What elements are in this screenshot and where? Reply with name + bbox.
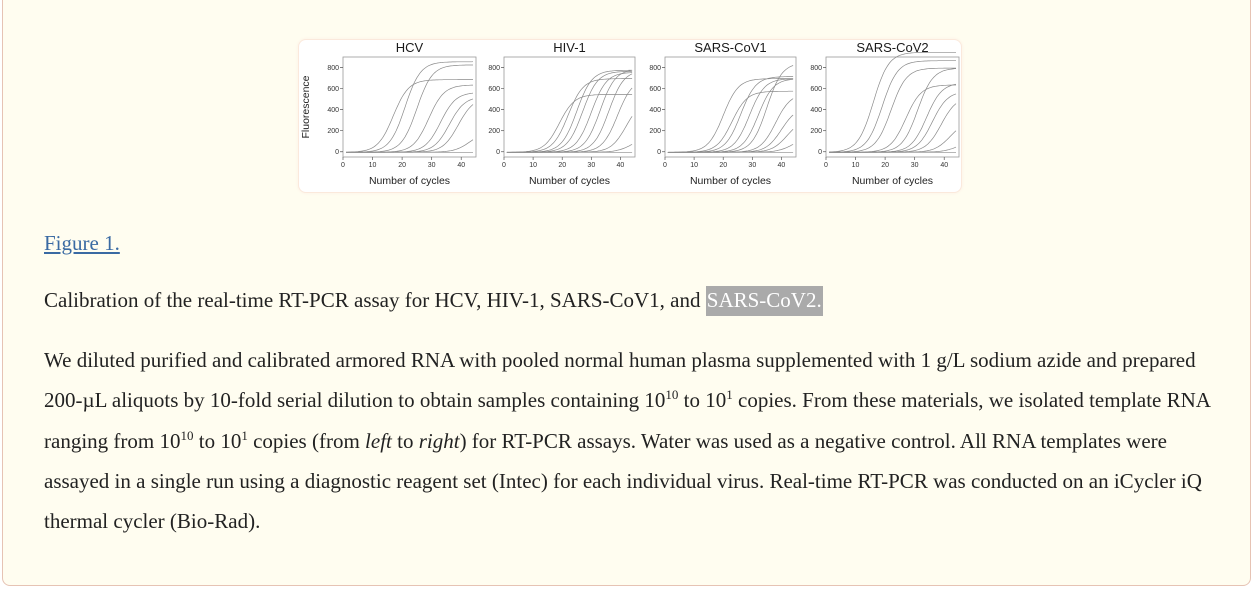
superscript: 10 — [180, 427, 194, 443]
y-tick-label: 400 — [327, 107, 339, 114]
x-axis-label: Number of cycles — [369, 175, 450, 187]
x-tick-label: 0 — [502, 162, 506, 169]
amplification-curve — [828, 51, 956, 153]
y-tick-label: 0 — [657, 149, 661, 156]
x-tick-label: 10 — [690, 162, 698, 169]
x-axis-label: Number of cycles — [529, 175, 610, 187]
y-tick-label: 600 — [488, 86, 500, 93]
y-tick-label: 200 — [488, 128, 500, 135]
x-tick-label: 20 — [719, 162, 727, 169]
y-axis-label: Fluorescence — [300, 75, 312, 138]
amplification-curve — [829, 93, 957, 153]
amplification-curve — [346, 61, 474, 153]
caption-paragraph: We diluted purified and calibrated armor… — [44, 340, 1214, 541]
amplification-curve — [346, 98, 474, 153]
x-tick-label: 10 — [529, 162, 537, 169]
amplification-curve — [506, 78, 633, 153]
x-tick-label: 40 — [940, 162, 948, 169]
caption-text: ) for RT-PCR assays. Water was used as a… — [44, 428, 1202, 534]
plot-area — [664, 56, 797, 158]
figure-image[interactable]: HCV 0 200 400 600 800 0 10 20 30 40 Number of cycle… — [299, 40, 961, 192]
superscript: 1 — [726, 387, 733, 403]
chart-title: HCV — [396, 40, 424, 55]
x-tick-label: 10 — [852, 162, 860, 169]
x-tick-label: 0 — [824, 162, 828, 169]
selected-text: SARS-CoV2. — [705, 286, 823, 316]
caption-text: to — [391, 428, 419, 453]
y-tick-label: 800 — [488, 65, 500, 72]
x-tick-label: 40 — [457, 162, 465, 169]
amplification-curve — [667, 90, 794, 153]
amplification-curve — [667, 98, 794, 153]
x-axis-label: Number of cycles — [852, 175, 933, 187]
amplification-curve — [829, 67, 956, 153]
y-tick-label: 800 — [810, 65, 822, 72]
plot-area — [825, 56, 960, 158]
x-tick-label: 10 — [369, 162, 377, 169]
x-tick-label: 20 — [558, 162, 566, 169]
x-axis-label: Number of cycles — [690, 175, 771, 187]
y-tick-label: 800 — [649, 65, 661, 72]
amplification-curve — [667, 78, 794, 153]
y-tick-label: 400 — [810, 107, 822, 114]
amplification-curve — [506, 94, 633, 153]
x-tick-label: 0 — [663, 162, 667, 169]
amplification-curve — [829, 103, 957, 153]
superscript: 10 — [665, 387, 679, 403]
chart-title: SARS-CoV1 — [694, 40, 766, 55]
amplification-curve — [506, 116, 633, 153]
amplification-curve — [667, 78, 794, 153]
y-tick-label: 0 — [335, 149, 339, 156]
caption-text: copies. From these materials, we isolate… — [44, 388, 1210, 453]
caption-text: copies (from — [247, 428, 366, 453]
x-tick-label: 40 — [778, 162, 786, 169]
y-tick-label: 0 — [496, 149, 500, 156]
caption-text: We diluted purified and calibrated armor… — [44, 348, 1196, 413]
x-tick-label: 20 — [398, 162, 406, 169]
amplification-curve — [829, 68, 957, 153]
x-tick-label: 20 — [881, 162, 889, 169]
y-tick-label: 400 — [488, 107, 500, 114]
x-tick-label: 30 — [428, 162, 436, 169]
amplification-curve — [667, 144, 794, 153]
caption-text: to 10 — [678, 388, 727, 413]
amplification-curve — [667, 78, 794, 153]
x-tick-label: 30 — [748, 162, 756, 169]
y-tick-label: 600 — [327, 86, 339, 93]
y-tick-label: 200 — [810, 128, 822, 135]
plot-area — [342, 56, 477, 158]
y-tick-label: 800 — [327, 65, 339, 72]
amplification-curve — [829, 60, 956, 153]
caption-text: to 10 — [193, 428, 242, 453]
x-tick-label: 30 — [587, 162, 595, 169]
caption-title: Calibration of the real-time RT-PCR assa… — [44, 286, 823, 316]
y-tick-label: 200 — [327, 128, 339, 135]
amplification-curve — [346, 79, 473, 153]
amplification-curve — [346, 92, 474, 153]
emphasis-text: right — [418, 428, 460, 453]
caption-body: We diluted purified and calibrated armor… — [44, 340, 1214, 541]
y-tick-label: 0 — [818, 149, 822, 156]
superscript: 1 — [241, 427, 248, 443]
caption-title-text: Calibration of the real-time RT-PCR assa… — [44, 288, 706, 312]
emphasis-text: left — [365, 428, 392, 453]
y-tick-label: 600 — [810, 86, 822, 93]
amplification-curve — [829, 84, 956, 153]
amplification-curve — [667, 128, 794, 153]
chart-title: HIV-1 — [553, 40, 586, 55]
amplification-curve — [346, 64, 473, 153]
amplification-curve — [506, 87, 633, 153]
plot-area — [503, 56, 636, 158]
y-tick-label: 400 — [649, 107, 661, 114]
x-tick-label: 30 — [911, 162, 919, 169]
x-tick-label: 40 — [617, 162, 625, 169]
chart-title: SARS-CoV2 — [856, 40, 928, 55]
figure-link[interactable]: Figure 1. — [44, 231, 120, 255]
x-tick-label: 0 — [341, 162, 345, 169]
y-tick-label: 200 — [649, 128, 661, 135]
y-tick-label: 600 — [649, 86, 661, 93]
